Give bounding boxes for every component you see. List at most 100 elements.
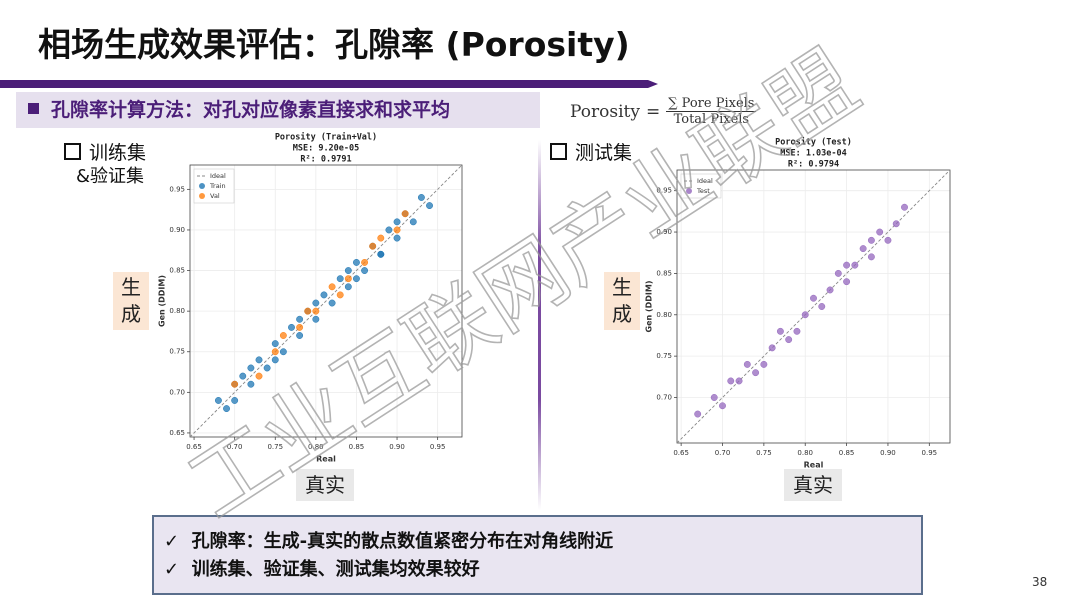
- x-tick-label: 0.80: [797, 449, 813, 457]
- scatter-point: [344, 275, 352, 283]
- scatter-point: [859, 245, 867, 253]
- scatter-point: [810, 294, 817, 302]
- x-axis-label: Real: [804, 461, 824, 469]
- scatter-point: [768, 344, 776, 352]
- x-tick-label: 0.65: [186, 443, 202, 451]
- legend-swatch: [199, 183, 205, 189]
- scatter-point: [385, 226, 393, 234]
- legend-label: Ideal: [210, 172, 226, 180]
- scatter-point: [785, 336, 793, 344]
- scatter-point: [336, 275, 344, 283]
- scatter-point: [377, 234, 385, 242]
- legend: Ideal Test: [680, 173, 722, 199]
- y-axis-label: Gen (DDIM): [645, 280, 654, 332]
- scatter-point: [793, 327, 801, 335]
- legend-label: Val: [210, 192, 220, 200]
- x-tick-label: 0.85: [839, 449, 855, 457]
- scatter-point: [312, 299, 320, 307]
- x-tag: 真实: [784, 469, 842, 501]
- scatter-point: [296, 315, 304, 323]
- scatter-point: [271, 340, 279, 348]
- x-tag: 真实: [296, 469, 354, 501]
- legend: Ideal Train Val: [193, 168, 235, 204]
- scatter-point: [336, 291, 344, 299]
- scatter-point: [884, 236, 892, 244]
- scatter-point: [328, 283, 336, 291]
- panel-label-text: 训练集: [89, 142, 147, 164]
- ideal-line: [676, 169, 951, 444]
- subheading: 孔隙率计算方法：对孔对应像素直接求和求平均: [16, 92, 540, 128]
- y-tick-label: 0.95: [169, 185, 185, 193]
- summary-box: ✓ 孔隙率：生成-真实的散点数值紧密分布在对角线附近 ✓ 训练集、验证集、测试集…: [152, 515, 923, 595]
- scatter-point: [393, 226, 401, 234]
- scatter-point: [901, 203, 908, 211]
- legend-label: Ideal: [697, 177, 713, 185]
- formula: Porosity = ∑ Pore Pixels Total Pixels: [570, 96, 757, 127]
- bullet-text: 孔隙率：生成-真实的散点数值紧密分布在对角线附近: [191, 531, 614, 552]
- scatter-point: [312, 307, 320, 315]
- scatter-point: [352, 258, 360, 266]
- y-tick-label: 0.75: [656, 352, 672, 360]
- scatter-point: [851, 261, 859, 269]
- scatter-point: [296, 332, 304, 339]
- x-tick-label: 0.90: [389, 443, 405, 451]
- scatter-point: [426, 202, 433, 210]
- scatter-point: [843, 278, 851, 286]
- y-axis-label: Gen (DDIM): [158, 275, 167, 327]
- scatter-point: [776, 327, 784, 335]
- scatter-point: [843, 261, 851, 269]
- chart-r2: R²: 0.9791: [300, 155, 351, 165]
- scatter-point: [255, 356, 263, 364]
- scatter-point: [247, 364, 255, 372]
- scatter-point: [271, 356, 279, 364]
- scatter-point: [867, 236, 875, 244]
- plot-frame: [676, 169, 951, 444]
- scatter-point: [231, 397, 239, 404]
- legend-label: Train: [209, 182, 226, 190]
- scatter-point: [214, 397, 222, 404]
- scatter-point: [344, 283, 352, 291]
- scatter-point: [801, 311, 809, 319]
- y-tick-label: 0.85: [169, 267, 185, 275]
- scatter-point: [312, 315, 320, 323]
- scatter-point: [247, 380, 255, 388]
- scatter-point: [255, 372, 263, 380]
- subheading-text: 孔隙率计算方法：对孔对应像素直接求和求平均: [51, 99, 451, 121]
- y-tick-label: 0.70: [169, 388, 185, 396]
- formula-lhs: Porosity: [570, 101, 640, 122]
- bullet: ✓ 训练集、验证集、测试集均效果较好: [164, 559, 480, 580]
- scatter-point: [352, 275, 360, 283]
- y-tick-label: 0.80: [656, 311, 672, 319]
- scatter-point: [296, 323, 304, 331]
- y-tag: 生成: [113, 272, 149, 330]
- x-tick-label: 0.65: [673, 449, 689, 457]
- y-tick-label: 0.95: [656, 187, 672, 195]
- scatter-point: [393, 218, 401, 226]
- scatter-point: [818, 303, 826, 310]
- scatter-point: [743, 360, 751, 368]
- y-tick-label: 0.65: [169, 429, 185, 437]
- x-tick-label: 0.70: [227, 443, 243, 451]
- scatter-point: [417, 194, 425, 201]
- panel-label: 训练集: [64, 138, 146, 165]
- scatter-point: [320, 291, 328, 299]
- scatter-point: [867, 253, 875, 261]
- panel-label-text: 测试集: [575, 142, 633, 164]
- scatter-point: [834, 269, 842, 277]
- y-tick-label: 0.85: [656, 269, 672, 277]
- scatter-point: [393, 234, 401, 242]
- y-tag: 生成: [604, 272, 640, 330]
- y-tick-label: 0.75: [169, 348, 185, 356]
- panel-label-2: &验证集: [76, 166, 145, 187]
- scatter-point: [328, 299, 336, 307]
- chart-subtitle: MSE: 9.20e-05: [293, 144, 360, 154]
- y-tick-label: 0.80: [169, 307, 185, 315]
- scatter-point: [369, 242, 377, 250]
- x-tick-label: 0.80: [308, 443, 324, 451]
- scatter-point: [735, 377, 743, 385]
- title-bar: [0, 80, 658, 88]
- scatter-point: [361, 258, 369, 266]
